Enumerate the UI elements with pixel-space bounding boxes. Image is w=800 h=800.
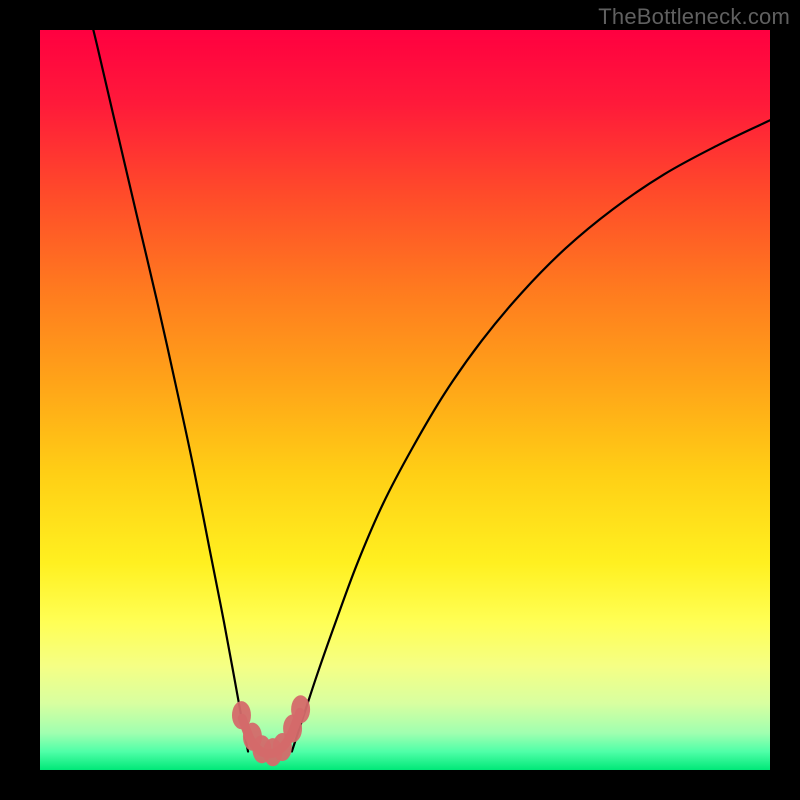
right-bottleneck-curve xyxy=(292,120,770,751)
plot-area xyxy=(40,30,770,770)
watermark-text: TheBottleneck.com xyxy=(598,4,790,30)
curves-layer xyxy=(40,30,770,770)
left-bottleneck-curve xyxy=(90,30,248,751)
valley-marker xyxy=(291,695,310,723)
chart-frame: TheBottleneck.com xyxy=(0,0,800,800)
